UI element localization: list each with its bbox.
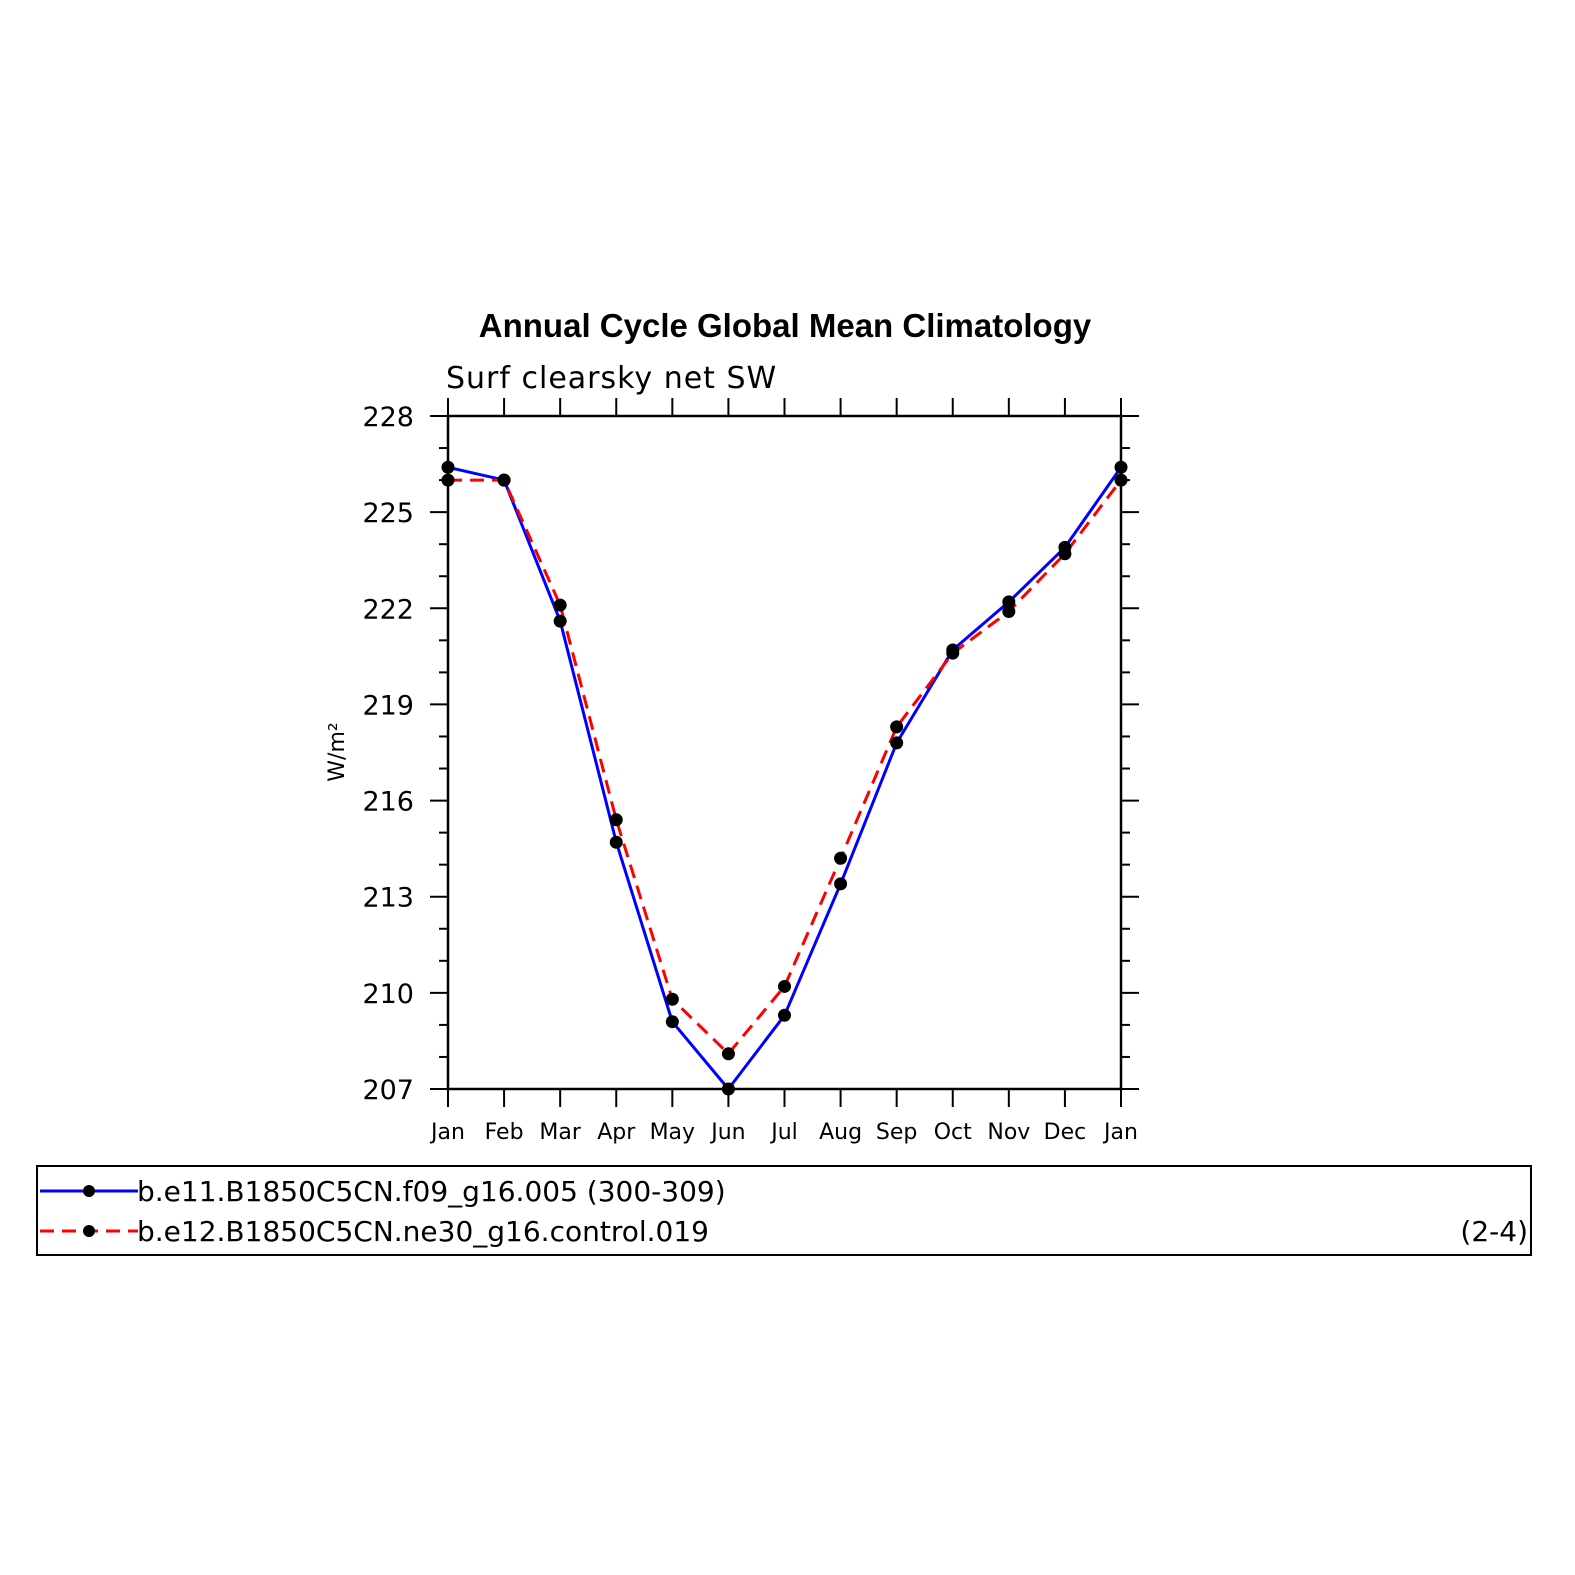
data-point-series-2: [497, 473, 511, 487]
data-point-series-2: [1002, 604, 1016, 618]
y-tick-label: 225: [362, 498, 414, 529]
y-tick-label: 216: [362, 787, 414, 818]
x-tick-label: Aug: [819, 1120, 862, 1145]
x-tick-label: May: [650, 1120, 695, 1145]
data-point-series-2: [778, 979, 791, 993]
data-point-series-1: [441, 460, 455, 474]
series-line-1: [447, 465, 1123, 1091]
data-point-series-2: [1114, 473, 1128, 487]
y-tick-label: 207: [362, 1075, 414, 1106]
x-tick-label: Jul: [769, 1120, 798, 1145]
data-point-series-1: [665, 1015, 679, 1029]
chart-subtitle: Surf clearsky net SW: [446, 361, 777, 396]
legend: b.e11.B1850C5CN.f09_g16.005 (300-309) b.…: [36, 1165, 1532, 1256]
legend-marker-series-2: [83, 1225, 95, 1237]
x-tick-label: Mar: [539, 1120, 581, 1145]
legend-note: (2-4): [1460, 1215, 1528, 1248]
data-point-series-2: [1058, 547, 1072, 561]
x-tick-label: Jun: [709, 1120, 745, 1145]
y-tick-label: 228: [362, 402, 414, 433]
x-tick-label: Sep: [876, 1120, 917, 1145]
data-point-series-1: [834, 877, 848, 891]
x-tick-label: Nov: [987, 1120, 1030, 1145]
x-tick-label: Dec: [1044, 1120, 1087, 1145]
x-tick-label: Apr: [597, 1120, 636, 1145]
x-tick-label: Oct: [934, 1120, 972, 1145]
y-tick-label: 213: [362, 883, 414, 914]
legend-box: [36, 1165, 1532, 1256]
legend-entry-series-1: b.e11.B1850C5CN.f09_g16.005 (300-309): [137, 1175, 726, 1208]
data-point-series-2: [721, 1047, 735, 1061]
data-point-series-2: [946, 646, 960, 660]
y-tick-label: 222: [362, 594, 414, 625]
legend-entry-series-2: b.e12.B1850C5CN.ne30_g16.control.019: [137, 1215, 709, 1248]
data-point-series-2: [890, 720, 904, 734]
axes: 207 210 213 216 219 222 225 228 Jan Feb Mar Apr May J…: [362, 398, 1139, 1145]
data-point-series-1: [609, 835, 623, 849]
data-point-series-1: [721, 1082, 735, 1096]
data-point-series-1: [890, 736, 904, 750]
data-point-series-1: [1002, 595, 1016, 609]
y-tick-label: 219: [362, 690, 414, 721]
data-point-series-1: [1114, 460, 1128, 474]
data-point-series-2: [441, 473, 455, 487]
x-tick-label: Jan: [429, 1120, 465, 1145]
y-axis-label: W/m²: [325, 722, 350, 781]
chart-title: Annual Cycle Global Mean Climatology: [479, 307, 1092, 344]
legend-marker-series-1: [83, 1185, 95, 1197]
series-lines: [441, 460, 1128, 1096]
data-point-series-2: [665, 992, 679, 1006]
data-point-series-2: [553, 598, 567, 612]
data-point-series-2: [834, 851, 848, 865]
data-point-series-1: [778, 1008, 791, 1022]
series-line-2: [448, 478, 1123, 1056]
data-point-series-2: [609, 813, 623, 827]
x-tick-label: Feb: [485, 1120, 524, 1145]
data-point-series-1: [553, 614, 567, 628]
y-tick-label: 210: [362, 979, 414, 1010]
x-tick-label: Jan: [1102, 1120, 1138, 1145]
